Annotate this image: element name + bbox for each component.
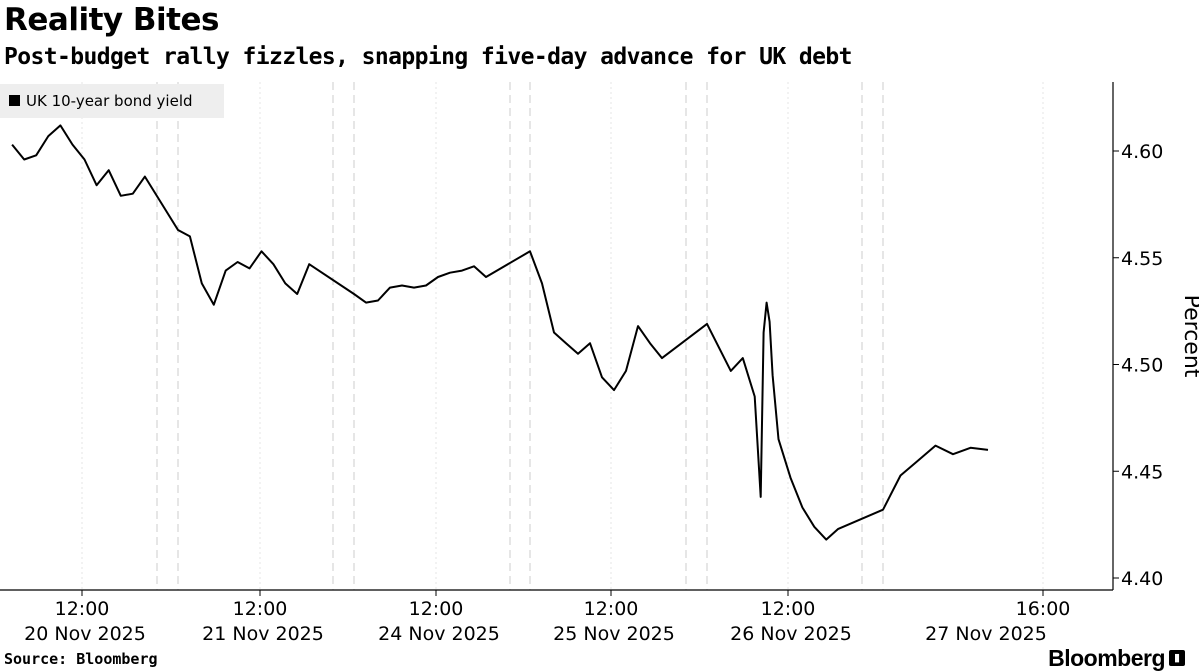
y-axis-title: Percent [1179,295,1199,378]
x-tick-date-label: 26 Nov 2025 [730,623,852,645]
source-note: Source: Bloomberg [4,650,158,668]
x-tick-time-label: 12:00 [55,598,110,620]
x-tick-time-label: 12:00 [761,598,816,620]
grid-layer [81,82,1044,590]
y-tick-label: 4.55 [1121,248,1163,270]
series-line-uk-10y-yield [11,124,989,541]
legend-background [0,84,224,118]
legend-swatch [9,95,20,106]
x-tick-date-label: 20 Nov 2025 [24,623,146,645]
x-tick-date-label: 27 Nov 2025 [925,623,1047,645]
legend: UK 10-year bond yield [0,84,224,118]
legend-label: UK 10-year bond yield [26,92,193,110]
y-tick-label: 4.45 [1121,461,1163,483]
chart-subtitle: Post-budget rally fizzles, snapping five… [4,44,852,70]
x-tick-time-label: 16:00 [1016,598,1071,620]
chart-title: Reality Bites [4,2,219,38]
y-tick-label: 4.60 [1121,141,1163,163]
bloomberg-terminal-icon: ▮ [1169,650,1185,666]
x-tick-time-label: 12:00 [409,598,464,620]
x-tick-date-label: 21 Nov 2025 [202,623,324,645]
y-axis-ticks: 4.40 4.45 4.50 4.55 4.60 [1113,141,1163,590]
x-axis-ticks: 12:00 20 Nov 2025 12:00 21 Nov 2025 12:00 24 … [24,590,1070,645]
x-tick-time-label: 12:00 [584,598,639,620]
x-tick-date-label: 25 Nov 2025 [553,623,675,645]
brand-logo: Bloomberg [1048,645,1165,671]
y-tick-label: 4.40 [1121,568,1163,590]
y-tick-label: 4.50 [1121,355,1163,377]
x-tick-date-label: 24 Nov 2025 [378,623,500,645]
x-tick-time-label: 12:00 [233,598,288,620]
